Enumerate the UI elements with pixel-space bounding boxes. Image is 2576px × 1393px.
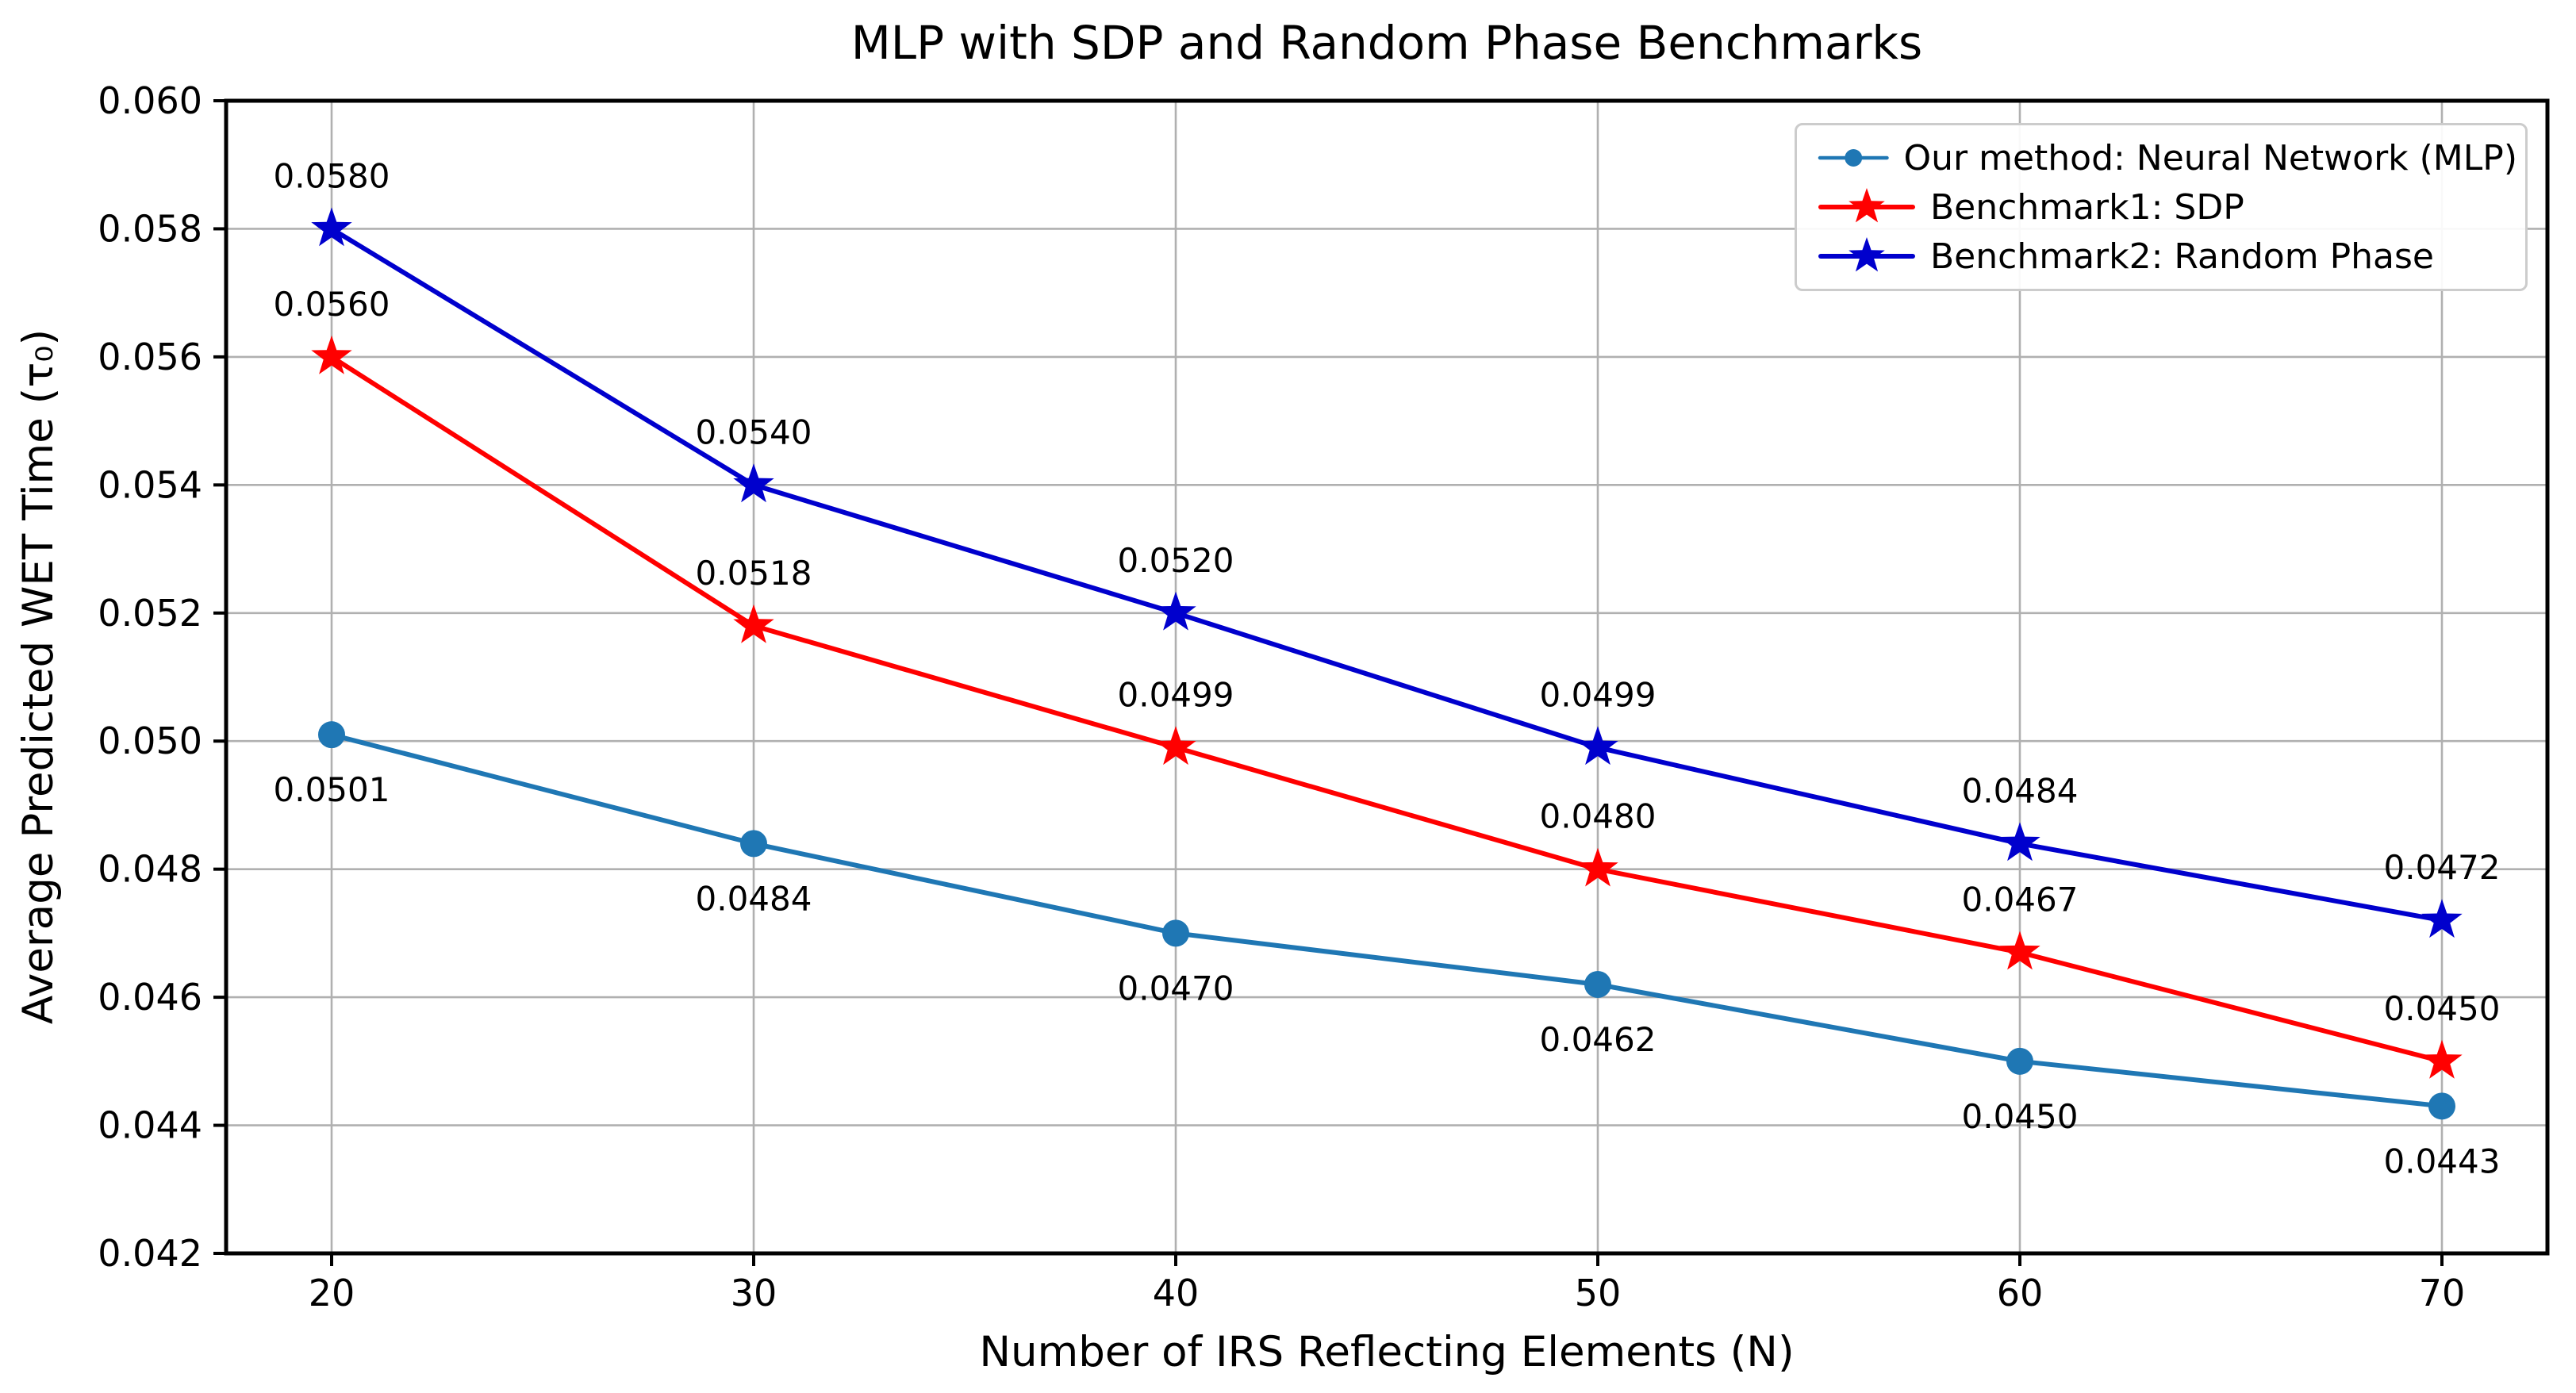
data-point-label: 0.0472 — [2384, 848, 2501, 887]
y-tick-label: 0.052 — [98, 592, 202, 635]
legend-entry-2: Benchmark2: Random Phase — [1818, 234, 2517, 278]
data-point-label: 0.0501 — [274, 770, 390, 809]
data-point-marker — [1155, 726, 1196, 766]
legend-label: Benchmark1: SDP — [1930, 186, 2244, 228]
y-tick-label: 0.050 — [98, 720, 202, 762]
data-point-label: 0.0462 — [1540, 1020, 1657, 1059]
y-tick-label: 0.042 — [98, 1232, 202, 1275]
series-line-0 — [329, 732, 2444, 1109]
legend-marker-sample — [1849, 237, 1885, 272]
data-point-marker — [318, 721, 345, 749]
data-point-marker — [311, 335, 352, 374]
data-point-marker — [733, 604, 774, 643]
series-line-2 — [329, 226, 2444, 923]
data-point-label: 0.0484 — [1962, 771, 2079, 810]
data-point-marker — [311, 207, 352, 247]
legend-marker-sample — [1845, 149, 1863, 167]
data-point-marker — [1577, 847, 1618, 887]
legend: Our method: Neural Network (MLP) Benchmar… — [1795, 123, 2528, 291]
legend-line-star-icon — [1818, 237, 1915, 272]
axes-and-ticks: 20 30 40 50 60 70 0.042 0.044 0.046 0.048 0.050 0.0… — [98, 79, 2550, 1314]
data-point-marker — [2421, 1039, 2463, 1079]
point-labels: 0.0501 0.0484 0.0470 0.0462 0.0450 0.0443 0.05… — [274, 156, 2501, 1180]
data-point-label: 0.0499 — [1540, 675, 1657, 714]
y-tick-label: 0.048 — [98, 848, 202, 891]
y-tick-label: 0.060 — [98, 79, 202, 122]
data-point-marker — [1584, 970, 1611, 998]
plot-border — [224, 98, 2550, 1256]
data-point-label: 0.0450 — [2384, 989, 2501, 1028]
data-point-label: 0.0450 — [1962, 1097, 2079, 1136]
x-axis-label: Number of IRS Reflecting Elements (N) — [979, 1328, 1794, 1376]
x-tick-label: 50 — [1575, 1272, 1622, 1314]
y-tick-label: 0.056 — [98, 336, 202, 378]
data-point-label: 0.0560 — [274, 285, 390, 324]
y-tick-label: 0.044 — [98, 1104, 202, 1147]
data-point-label: 0.0540 — [696, 413, 812, 451]
data-point-label: 0.0484 — [696, 879, 812, 918]
data-point-label: 0.0518 — [696, 554, 812, 593]
data-point-marker — [1155, 591, 1196, 631]
y-tick-label: 0.054 — [98, 463, 202, 506]
series-line-1 — [329, 354, 2444, 1064]
data-point-label: 0.0443 — [2384, 1142, 2501, 1180]
chart-title: MLP with SDP and Random Phase Benchmarks — [851, 16, 1922, 70]
data-point-label: 0.0470 — [1118, 969, 1234, 1007]
data-point-label: 0.0467 — [1962, 881, 2079, 919]
data-point-marker — [1999, 822, 2040, 862]
legend-entry-1: Benchmark1: SDP — [1818, 185, 2517, 229]
data-point-marker — [1162, 919, 1189, 947]
x-tick-label: 60 — [1997, 1272, 2044, 1314]
x-tick-label: 40 — [1153, 1272, 1200, 1314]
data-point-marker — [1577, 726, 1618, 766]
legend-label: Benchmark2: Random Phase — [1930, 236, 2434, 277]
legend-marker-sample — [1849, 188, 1885, 223]
data-point-label: 0.0499 — [1118, 675, 1234, 714]
x-tick-label: 30 — [731, 1272, 777, 1314]
data-point-label: 0.0480 — [1540, 797, 1657, 836]
data-point-marker — [1999, 931, 2040, 970]
data-point-marker — [740, 830, 767, 858]
legend-label: Our method: Neural Network (MLP) — [1903, 137, 2517, 178]
legend-line-circle-icon — [1818, 149, 1889, 167]
y-tick-label: 0.058 — [98, 207, 202, 250]
data-point-marker — [2428, 1092, 2455, 1120]
x-tick-label: 70 — [2419, 1272, 2466, 1314]
y-axis-label: Average Predicted WET Time (τ₀) — [14, 329, 63, 1024]
data-point-marker — [733, 463, 774, 503]
series-lines — [311, 207, 2463, 1120]
data-point-marker — [2421, 899, 2463, 938]
legend-entry-0: Our method: Neural Network (MLP) — [1818, 136, 2517, 180]
legend-line-star-icon — [1818, 188, 1915, 223]
y-tick-label: 0.046 — [98, 976, 202, 1019]
data-point-label: 0.0520 — [1118, 541, 1234, 580]
x-tick-label: 20 — [309, 1272, 355, 1314]
data-point-marker — [2006, 1047, 2033, 1075]
data-point-label: 0.0580 — [274, 156, 390, 195]
